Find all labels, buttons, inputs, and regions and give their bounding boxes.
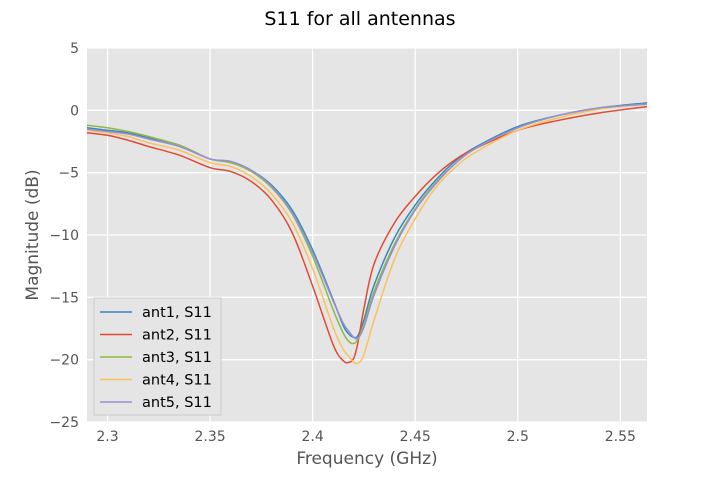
series-line-ant4 [86,103,648,365]
y-axis-title: Magnitude (dB) [23,169,43,300]
legend-label: ant3, S11 [142,350,212,366]
legend-label: ant2, S11 [142,328,212,344]
x-tick-label: 2.35 [194,429,225,445]
x-tick-label: 2.3 [96,429,118,445]
series-line-ant2 [86,105,648,364]
tick-labels: 2.3 2.35 2.4 2.45 2.5 2.55 5 0 −5 −10 −15 −20 −25 [49,41,635,445]
series-lines [86,102,648,365]
y-tick-label: −20 [49,353,79,369]
y-tick-label: −15 [49,290,79,306]
y-tick-label: −10 [49,228,79,244]
legend: ant1, S11 ant2, S11 ant3, S11 ant4, S11 ant5… [93,297,222,416]
x-tick-label: 2.5 [507,429,529,445]
x-axis-title: Frequency (GHz) [296,449,437,469]
chart-title: S11 for all antennas [264,8,455,30]
gridlines [87,47,647,423]
legend-label: ant1, S11 [142,305,212,321]
x-tick-label: 2.55 [605,429,636,445]
y-tick-label: −25 [49,415,79,431]
x-tick-label: 2.4 [302,429,324,445]
series-line-ant5 [86,103,648,340]
y-tick-label: −5 [58,166,79,182]
legend-label: ant4, S11 [142,373,212,389]
x-tick-label: 2.45 [400,429,431,445]
legend-label: ant5, S11 [142,395,212,411]
y-tick-label: 0 [70,103,79,119]
y-tick-label: 5 [70,41,79,57]
